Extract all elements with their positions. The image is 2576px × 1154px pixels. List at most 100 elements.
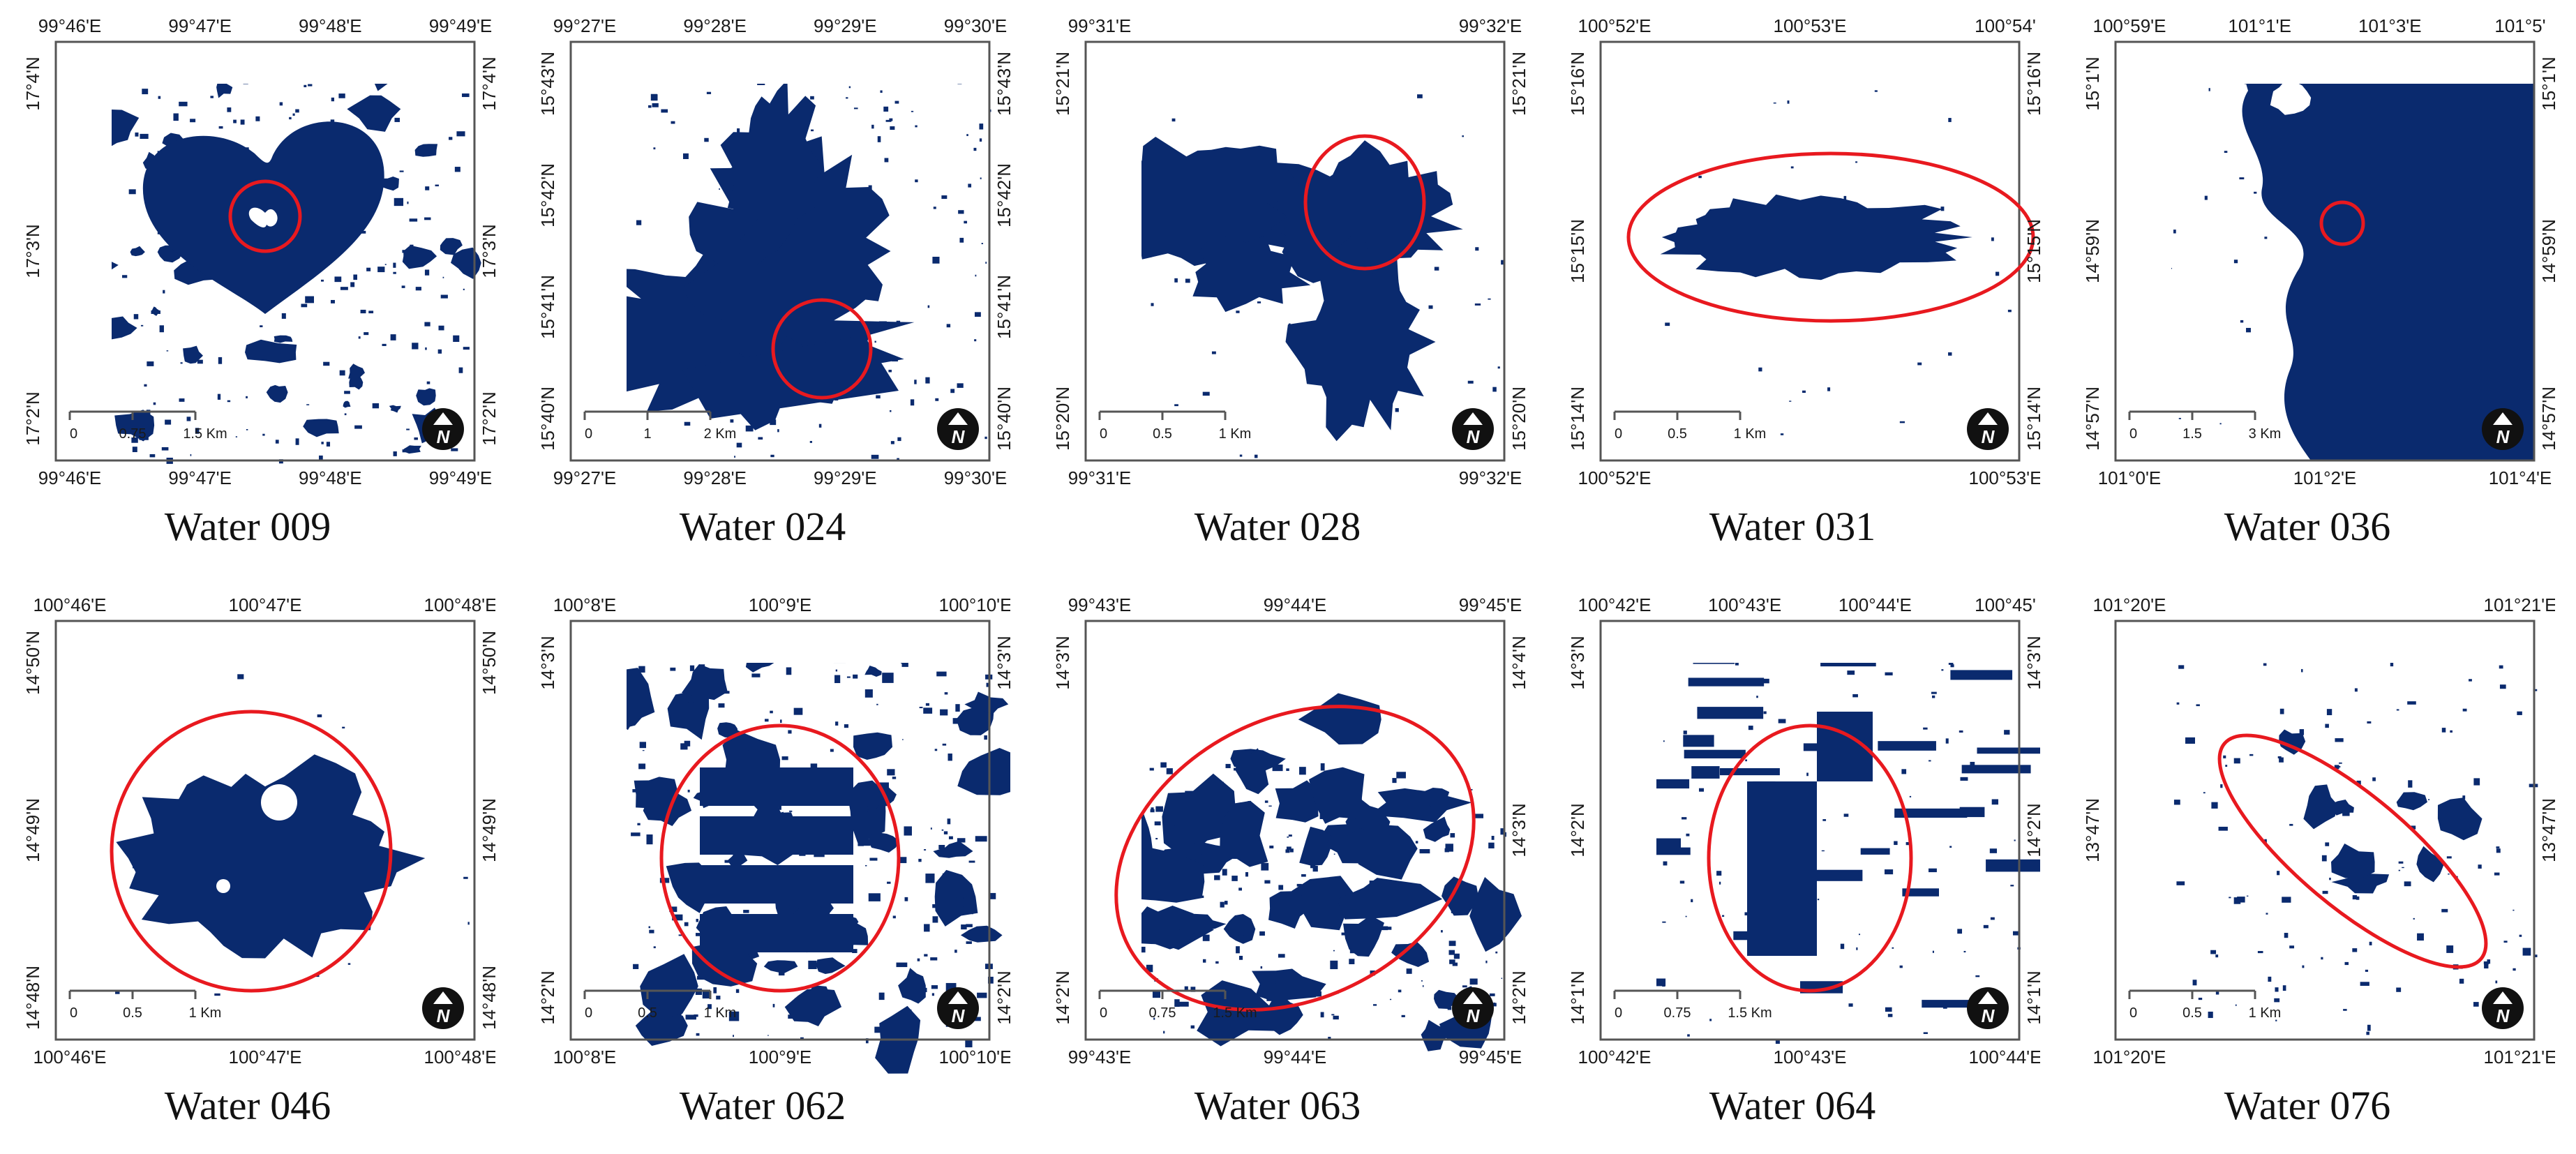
bottom-coordinate-label: 99°31'E (1068, 467, 1132, 488)
top-coordinate-label: 99°30'E (944, 15, 1008, 36)
map-frame (54, 40, 476, 462)
scale-bar-label: 0 (1100, 1005, 1107, 1021)
top-coordinate-label: 99°47'E (168, 15, 232, 36)
map-frame (569, 40, 991, 462)
highlight-ellipse (659, 724, 901, 993)
top-coordinate-label: 100°47'E (228, 594, 301, 615)
right-coordinate-label: 17°3'N (479, 224, 495, 278)
right-coordinate-label: 15°21'N (1508, 52, 1525, 116)
right-coordinate-label: 14°59'N (2538, 219, 2555, 283)
bottom-coordinate-label: 99°45'E (1459, 1047, 1522, 1067)
map-panel: 100°52'E 100°53'E 100°54' 100°52'E 100°53'E 1… (1545, 0, 2040, 558)
scale-bar-label: 0 (585, 426, 592, 442)
top-coordinate-label: 99°29'E (814, 15, 877, 36)
bottom-coordinate-label: 100°46'E (33, 1047, 106, 1067)
top-coordinate-label: 101°1'E (2228, 15, 2291, 36)
left-coordinate-label: 14°3'N (1052, 636, 1073, 690)
north-label: N (437, 426, 451, 447)
right-coordinate-label: 14°3'N (1508, 803, 1525, 857)
map-figure: 101°20'E 101°21'E 101°20'E 101°21'E 13°47'N 1… (2082, 594, 2555, 1067)
right-coordinate-label: 15°20'N (1508, 387, 1525, 451)
scale-bar-label: 1.5 Km (1728, 1005, 1772, 1021)
map-frame (1599, 40, 2021, 462)
map-panel: 101°20'E 101°21'E 101°20'E 101°21'E 13°47'N 1… (2060, 579, 2555, 1137)
highlight-ellipse (2319, 200, 2365, 246)
highlight-ellipse (1114, 705, 1476, 1012)
right-coordinate-label: 13°47'N (2538, 798, 2555, 862)
bottom-coordinate-label: 100°52'E (1578, 467, 1651, 488)
scale-bar-label: 1 Km (1219, 426, 1252, 442)
map-frame (569, 620, 991, 1041)
panel-caption: Water 036 (2224, 504, 2391, 549)
north-label: N (437, 1005, 451, 1026)
scale-bar-label: 0.75 (1664, 1005, 1691, 1021)
right-coordinate-label: 14°50'N (479, 631, 495, 695)
left-coordinate-label: 14°3'N (1567, 636, 1588, 690)
bottom-coordinate-label: 99°43'E (1068, 1047, 1132, 1067)
left-coordinate-label: 15°15'N (1567, 219, 1588, 283)
north-label: N (2496, 1005, 2510, 1026)
north-label: N (1467, 426, 1481, 447)
map-panel: 99°27'E 99°28'E 99°29'E 99°30'E 99°27'E 99°28… (515, 0, 1010, 558)
right-coordinate-label: 14°57'N (2538, 387, 2555, 451)
north-arrow-icon: N (422, 408, 464, 450)
map-figure: 99°31'E 99°32'E 99°31'E 99°32'E 15°21'N 15°20… (1052, 15, 1525, 488)
north-arrow-icon: N (2482, 408, 2524, 450)
top-coordinate-label: 100°45' (1975, 594, 2036, 615)
right-coordinate-label: 15°14'N (2023, 387, 2040, 451)
panel-caption: Water 064 (1709, 1083, 1876, 1128)
water-extent-layer (2171, 84, 2534, 460)
right-coordinate-label: 17°4'N (479, 57, 495, 111)
north-label: N (1467, 1005, 1481, 1026)
bottom-coordinate-label: 101°21'E (2483, 1047, 2555, 1067)
map-frame (2114, 40, 2536, 462)
map-panel: 100°59'E 101°1'E 101°3'E 101°5' 101°0'E 101°2… (2060, 0, 2555, 558)
left-coordinate-label: 15°16'N (1567, 52, 1588, 116)
right-coordinate-label: 14°2'N (994, 971, 1010, 1025)
top-coordinate-label: 100°54' (1975, 15, 2036, 36)
top-coordinate-label: 101°5' (2494, 15, 2545, 36)
scale-bar-label: 1 (643, 426, 651, 442)
map-panel: 100°42'E 100°43'E 100°44'E 100°45' 100°42'E 1… (1545, 579, 2040, 1137)
bottom-coordinate-label: 101°20'E (2092, 1047, 2166, 1067)
scale-bar-label: 1 Km (1734, 426, 1767, 442)
scale-bar-label: 0.75 (1149, 1005, 1176, 1021)
left-coordinate-label: 15°21'N (1052, 52, 1073, 116)
top-coordinate-label: 100°43'E (1708, 594, 1781, 615)
left-coordinate-label: 17°3'N (22, 224, 43, 278)
left-coordinate-label: 14°3'N (537, 636, 558, 690)
panel-caption: Water 076 (2224, 1083, 2391, 1128)
map-frame (1084, 40, 1506, 462)
scale-bar-label: 1 Km (2249, 1005, 2282, 1021)
scale-bar-label: 1.5 Km (1213, 1005, 1257, 1021)
map-panel: 99°31'E 99°32'E 99°31'E 99°32'E 15°21'N 15°20… (1030, 0, 1525, 558)
north-arrow-icon: N (1452, 408, 1494, 450)
scale-bar: 0 0.5 1 Km (1098, 410, 1252, 442)
north-arrow-icon: N (937, 987, 979, 1029)
bottom-coordinate-label: 101°0'E (2098, 467, 2162, 488)
scale-bar-label: 0.5 (1668, 426, 1687, 442)
left-coordinate-label: 14°50'N (22, 631, 43, 695)
top-coordinate-label: 99°44'E (1264, 594, 1327, 615)
right-coordinate-label: 15°41'N (994, 275, 1010, 339)
water-extent-layer (1660, 90, 2012, 435)
highlight-ellipse (110, 710, 393, 993)
water-extent-layer (627, 84, 991, 460)
map-figure: 100°46'E 100°47'E 100°48'E 100°46'E 100°47'E… (22, 594, 495, 1067)
bottom-coordinate-label: 101°2'E (2293, 467, 2357, 488)
north-label: N (1982, 426, 1995, 447)
top-coordinate-label: 100°42'E (1578, 594, 1651, 615)
top-coordinate-label: 100°52'E (1578, 15, 1651, 36)
map-frame (1599, 620, 2021, 1041)
right-coordinate-label: 15°42'N (994, 163, 1010, 227)
scale-bar-label: 0 (585, 1005, 592, 1021)
scale-bar: 0 0.5 1 Km (2128, 989, 2282, 1021)
north-arrow-icon: N (1967, 987, 2009, 1029)
top-coordinate-label: 100°48'E (424, 594, 495, 615)
right-coordinate-label: 15°40'N (994, 387, 1010, 451)
left-coordinate-label: 15°20'N (1052, 387, 1073, 451)
left-coordinate-label: 17°2'N (22, 391, 43, 446)
highlight-ellipse (2217, 733, 2488, 969)
north-arrow-icon: N (1452, 987, 1494, 1029)
map-panel: 99°43'E 99°44'E 99°45'E 99°43'E 99°44'E 99°45… (1030, 579, 1525, 1137)
